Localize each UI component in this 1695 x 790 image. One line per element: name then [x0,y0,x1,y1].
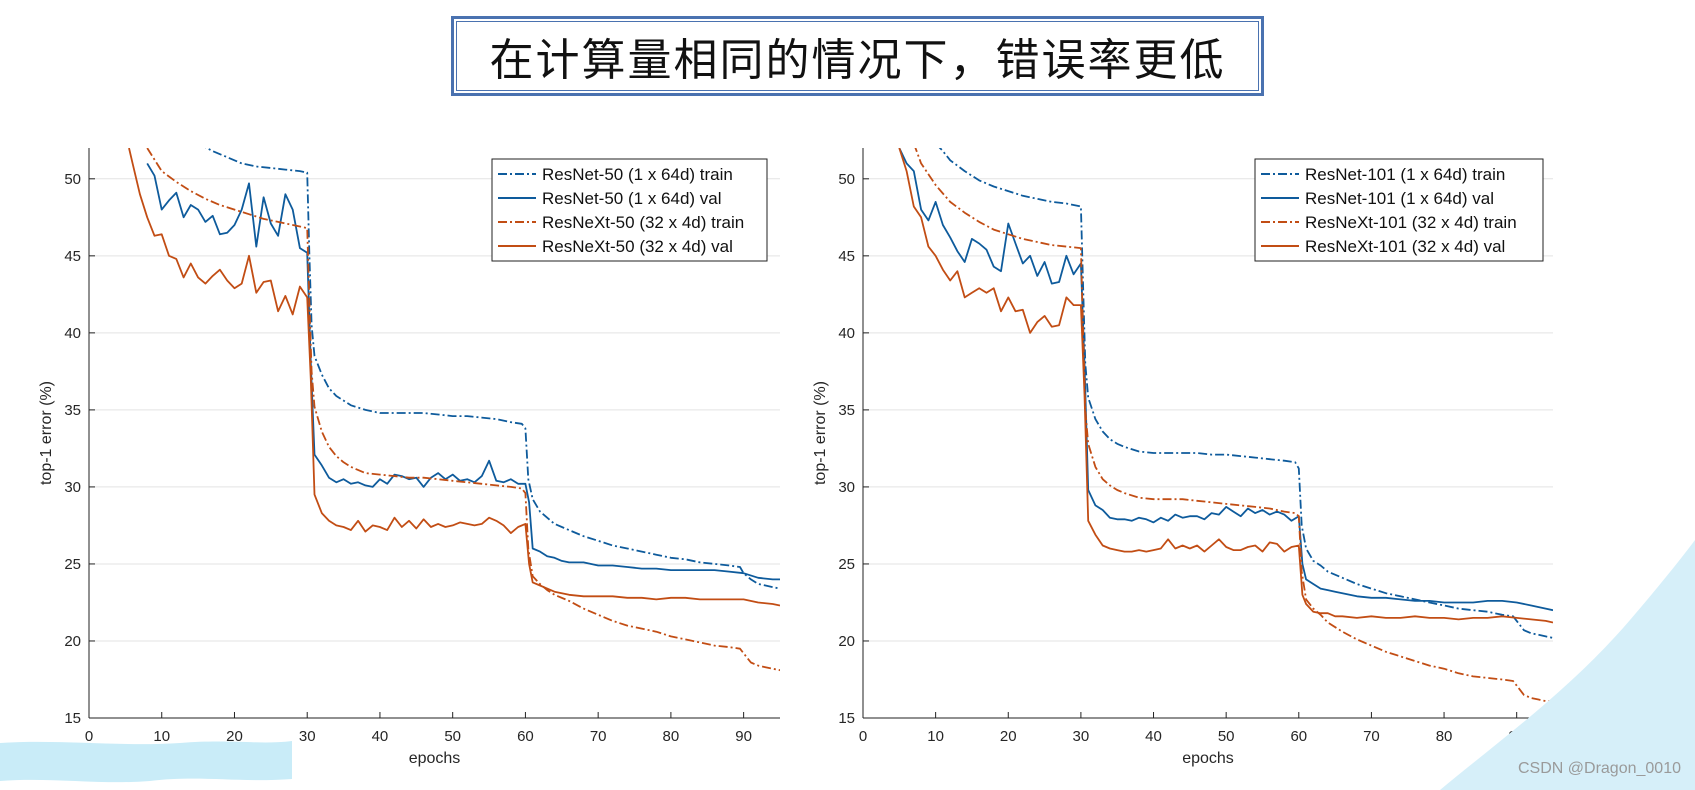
y-tick-label-15: 15 [64,710,81,727]
y-tick-label-30: 30 [64,479,81,496]
x-tick-label-30: 30 [299,728,316,745]
x-tick-label-60: 60 [1290,728,1307,745]
x-tick-label-50: 50 [1218,728,1235,745]
series-line-2 [146,148,780,672]
chart-resnet101: 0 10 20 30 40 50 60 70 80 90 15 20 25 30 35 40 45 50 epoch… [812,148,1553,767]
x-tick-label-70: 70 [590,728,607,745]
y-tick-label-35: 35 [838,402,855,419]
legend-box [1254,158,1544,262]
legend-label-3: ResNeXt-101 (32 x 4d) val [1305,237,1505,256]
chart-resnet50: 0 10 20 30 40 50 60 70 80 90 15 20 25 30 35 40 45 50 epoch… [38,148,780,767]
x-tick-label-80: 80 [663,728,680,745]
y-axis-label: top-1 error (%) [38,381,55,485]
x-tick-label-10: 10 [927,728,944,745]
x-tick-label-20: 20 [226,728,243,745]
y-tick-label-15: 15 [838,710,855,727]
x-tick-label-40: 40 [372,728,389,745]
y-tick-label-25: 25 [838,556,855,573]
x-tick-label-60: 60 [517,728,534,745]
y-tick-label-40: 40 [838,325,855,342]
x-tick-label-0: 0 [859,728,867,745]
x-axis-label: epochs [1182,750,1234,767]
y-tick-label-45: 45 [838,248,855,265]
series-line-3 [898,148,1553,624]
watermark: CSDN @Dragon_0010 [1518,760,1681,777]
x-axis-label: epochs [409,750,461,767]
x-tick-label-0: 0 [85,728,93,745]
series-line-0 [204,148,780,590]
x-tick-label-30: 30 [1073,728,1090,745]
y-tick-label-20: 20 [64,633,81,650]
x-tick-label-40: 40 [1145,728,1162,745]
series-line-1 [898,148,1553,612]
y-tick-label-25: 25 [64,556,81,573]
legend-box [491,158,768,262]
legend-label-2: ResNeXt-101 (32 x 4d) train [1305,213,1517,232]
series-line-3 [128,148,780,607]
y-tick-label-30: 30 [838,479,855,496]
x-tick-label-20: 20 [1000,728,1017,745]
legend-label-2: ResNeXt-50 (32 x 4d) train [542,213,744,232]
series-group [128,148,780,672]
x-tick-label-10: 10 [153,728,170,745]
y-tick-label-50: 50 [64,171,81,188]
y-tick-label-50: 50 [838,171,855,188]
y-tick-label-35: 35 [64,402,81,419]
legend-label-3: ResNeXt-50 (32 x 4d) val [542,237,733,256]
legend: ResNet-50 (1 x 64d) train ResNet-50 (1 x … [491,158,768,262]
x-tick-label-70: 70 [1363,728,1380,745]
legend-label-0: ResNet-101 (1 x 64d) train [1305,165,1505,184]
legend: ResNet-101 (1 x 64d) train ResNet-101 (1 … [1254,158,1544,262]
x-tick-label-90: 90 [735,728,752,745]
x-tick-label-50: 50 [444,728,461,745]
legend-label-1: ResNet-50 (1 x 64d) val [542,189,722,208]
x-tick-label-90: 90 [1508,728,1525,745]
legend-label-0: ResNet-50 (1 x 64d) train [542,165,733,184]
y-tick-label-45: 45 [64,248,81,265]
x-tick-label-80: 80 [1436,728,1453,745]
y-axis-label: top-1 error (%) [812,381,829,485]
y-tick-label-20: 20 [838,633,855,650]
slide-title: 在计算量相同的情况下，错误率更低 [451,16,1264,96]
y-tick-label-40: 40 [64,325,81,342]
legend-label-1: ResNet-101 (1 x 64d) val [1305,189,1494,208]
